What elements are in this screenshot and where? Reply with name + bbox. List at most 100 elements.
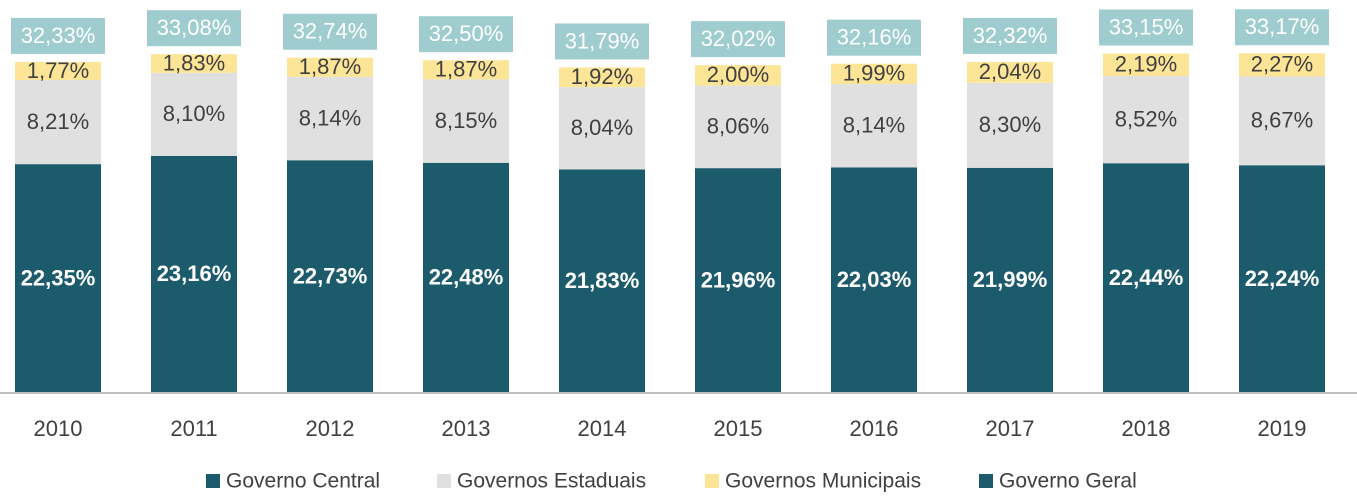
legend-swatch-governos-municipais: [705, 474, 719, 488]
bar-governos-municipais-2012: [287, 57, 373, 77]
bar-governos-municipais-2017: [967, 61, 1053, 83]
total-box-2010: [11, 17, 105, 54]
bar-governo-central-2018: [1103, 163, 1189, 393]
data-label-governos-municipais-2019: 2,27%: [1251, 52, 1313, 77]
bar-governo-central-2019: [1239, 165, 1325, 393]
bar-governos-estaduais-2016: [831, 84, 917, 168]
x-tick-label-2013: 2013: [442, 416, 491, 441]
x-tick-label-2015: 2015: [714, 416, 763, 441]
data-label-governos-estaduais-2014: 8,04%: [571, 115, 633, 140]
legend-label-governo-central: Governo Central: [226, 470, 380, 493]
bar-governos-estaduais-2015: [695, 85, 781, 169]
total-box-2016: [827, 19, 921, 56]
data-label-governos-estaduais-2018: 8,52%: [1115, 106, 1177, 131]
total-box-2013: [419, 16, 513, 53]
total-label-2016: 32,16%: [837, 24, 912, 49]
bar-governos-estaduais-2019: [1239, 76, 1325, 166]
data-label-governo-central-2019: 22,24%: [1245, 266, 1320, 291]
total-box-2017: [963, 17, 1057, 54]
bar-governo-central-2015: [695, 168, 781, 393]
data-label-governos-estaduais-2012: 8,14%: [299, 105, 361, 130]
data-label-governo-central-2010: 22,35%: [21, 265, 96, 290]
data-label-governo-central-2014: 21,83%: [565, 268, 640, 293]
total-label-2010: 32,33%: [21, 23, 96, 48]
bar-governo-central-2011: [151, 155, 237, 393]
bar-governos-municipais-2014: [559, 67, 645, 88]
total-box-2011: [147, 10, 241, 47]
total-label-2017: 32,32%: [973, 23, 1048, 48]
bar-governos-estaduais-2011: [151, 72, 237, 156]
legend: Governo Central Governos Estaduais Governo…: [206, 470, 1137, 493]
bar-governos-municipais-2011: [151, 54, 237, 73]
total-label-2019: 33,17%: [1245, 14, 1320, 39]
bar-governo-central-2013: [423, 162, 509, 393]
total-label-2012: 32,74%: [293, 19, 368, 44]
data-label-governos-municipais-2012: 1,87%: [299, 54, 361, 79]
legend-swatch-governo-central: [206, 474, 220, 488]
total-box-2012: [283, 13, 377, 50]
bar-governos-estaduais-2018: [1103, 75, 1189, 164]
legend-label-governos-municipais: Governos Municipais: [725, 470, 921, 493]
x-tick-label-2014: 2014: [578, 416, 627, 441]
total-label-2014: 31,79%: [565, 28, 640, 53]
bar-governos-municipais-2018: [1103, 53, 1189, 76]
data-label-governos-municipais-2015: 2,00%: [707, 62, 769, 87]
data-label-governo-central-2013: 22,48%: [429, 265, 504, 290]
data-label-governo-central-2011: 23,16%: [157, 261, 232, 286]
data-label-governos-estaduais-2015: 8,06%: [707, 114, 769, 139]
data-label-governos-municipais-2014: 1,92%: [571, 64, 633, 89]
bar-governos-municipais-2010: [15, 61, 101, 81]
data-label-governos-municipais-2013: 1,87%: [435, 57, 497, 82]
data-label-governos-estaduais-2013: 8,15%: [435, 108, 497, 133]
data-label-governos-municipais-2010: 1,77%: [27, 58, 89, 83]
total-box-2019: [1235, 9, 1329, 46]
x-tick-label-2012: 2012: [306, 416, 355, 441]
bar-governo-central-2012: [287, 160, 373, 393]
bar-governos-municipais-2016: [831, 63, 917, 85]
total-label-2018: 33,15%: [1109, 14, 1184, 39]
bar-governos-municipais-2019: [1239, 53, 1325, 77]
total-label-2011: 33,08%: [157, 15, 232, 40]
bar-governos-estaduais-2012: [287, 76, 373, 161]
legend-swatch-governo-geral: [979, 474, 993, 488]
x-tick-label-2011: 2011: [170, 416, 217, 441]
x-tick-label-2016: 2016: [850, 416, 899, 441]
data-label-governo-central-2012: 22,73%: [293, 263, 368, 288]
x-tick-label-2019: 2019: [1258, 416, 1307, 441]
data-label-governos-municipais-2017: 2,04%: [979, 59, 1041, 84]
total-label-2015: 32,02%: [701, 26, 776, 51]
total-box-2015: [691, 21, 785, 58]
x-tick-label-2017: 2017: [986, 416, 1035, 441]
data-label-governos-estaduais-2010: 8,21%: [27, 109, 89, 134]
data-label-governos-estaduais-2019: 8,67%: [1251, 108, 1313, 133]
bar-governo-central-2010: [15, 164, 101, 393]
x-tick-label-2010: 2010: [34, 416, 83, 441]
data-label-governo-central-2017: 21,99%: [973, 267, 1048, 292]
bar-governo-central-2014: [559, 169, 645, 393]
bar-governos-estaduais-2014: [559, 87, 645, 170]
data-label-governos-estaduais-2011: 8,10%: [163, 101, 225, 126]
legend-swatch-governos-estaduais: [437, 474, 451, 488]
x-axis-ticks: 2010 2011 2012 2013 2014 2015 2016 2017 2018 2019: [34, 416, 1307, 441]
data-label-governo-central-2015: 21,96%: [701, 267, 776, 292]
legend-label-governos-estaduais: Governos Estaduais: [457, 470, 646, 493]
data-label-governos-municipais-2018: 2,19%: [1115, 52, 1177, 77]
data-label-governos-estaduais-2016: 8,14%: [843, 113, 905, 138]
bar-governo-central-2017: [967, 167, 1053, 393]
bar-governos-municipais-2015: [695, 65, 781, 86]
data-label-governos-municipais-2011: 1,83%: [163, 50, 225, 75]
bar-governos-estaduais-2017: [967, 82, 1053, 168]
bar-governos-estaduais-2013: [423, 79, 509, 163]
total-box-2014: [555, 23, 649, 60]
data-label-governo-central-2018: 22,44%: [1109, 265, 1184, 290]
bar-governos-municipais-2013: [423, 60, 509, 80]
bar-governos-estaduais-2010: [15, 80, 101, 165]
x-tick-label-2018: 2018: [1122, 416, 1171, 441]
data-label-governos-estaduais-2017: 8,30%: [979, 112, 1041, 137]
bar-governo-central-2016: [831, 167, 917, 393]
total-box-2018: [1099, 9, 1193, 46]
data-label-governos-municipais-2016: 1,99%: [843, 61, 905, 86]
legend-label-governo-geral: Governo Geral: [999, 470, 1137, 493]
total-label-2013: 32,50%: [429, 21, 504, 46]
